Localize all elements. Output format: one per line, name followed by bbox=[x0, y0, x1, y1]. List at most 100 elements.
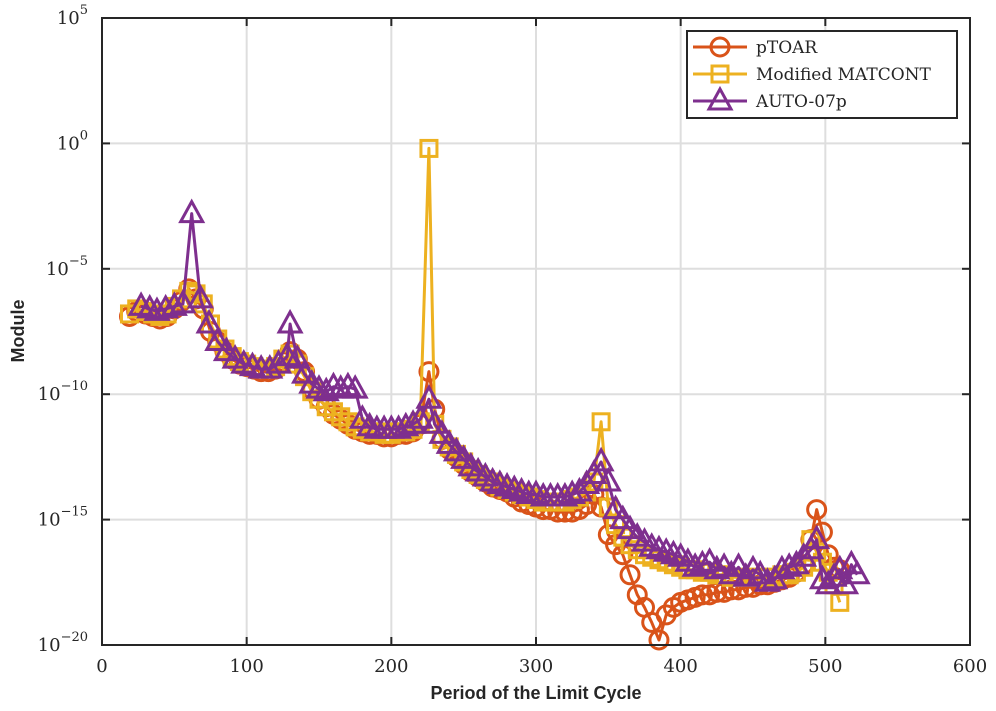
y-tick-label-base: 10 bbox=[57, 133, 80, 154]
y-tick-label-exponent: 0 bbox=[80, 128, 88, 143]
data-point-triangle bbox=[565, 476, 593, 502]
data-point-triangle bbox=[500, 474, 528, 500]
data-point-circle bbox=[619, 564, 641, 586]
series-2 bbox=[127, 198, 871, 595]
x-tick-label: 300 bbox=[519, 656, 553, 677]
data-point-triangle bbox=[587, 446, 615, 472]
y-tick-label-base: 10 bbox=[38, 635, 61, 656]
legend-label: pTOAR bbox=[756, 38, 818, 58]
data-point-circle bbox=[418, 361, 440, 383]
data-point-triangle bbox=[204, 326, 232, 352]
x-axis-label: Period of the Limit Cycle bbox=[430, 683, 641, 703]
y-tick-label-base: 10 bbox=[57, 8, 80, 29]
legend-marker bbox=[709, 36, 731, 58]
data-point-triangle bbox=[753, 567, 782, 592]
y-tick-label: 100 bbox=[57, 128, 88, 154]
data-point-triangle bbox=[732, 562, 760, 587]
ticks bbox=[101, 17, 971, 646]
y-tick-label: 10−15 bbox=[38, 505, 88, 531]
data-point-triangle bbox=[602, 494, 630, 520]
data-point-triangle bbox=[421, 409, 449, 434]
data-point-triangle bbox=[356, 411, 384, 437]
data-point-triangle bbox=[493, 471, 521, 497]
data-point-triangle bbox=[186, 283, 214, 309]
y-tick-label-exponent: 5 bbox=[80, 3, 88, 18]
data-point-circle bbox=[691, 584, 713, 606]
data-point-triangle bbox=[428, 419, 456, 444]
x-tick-label: 500 bbox=[808, 656, 842, 677]
grid bbox=[102, 18, 970, 645]
y-tick-label-base: 10 bbox=[38, 510, 61, 531]
data-point-triangle bbox=[717, 559, 745, 585]
data-point-triangle bbox=[638, 532, 666, 557]
data-point-triangle bbox=[169, 288, 197, 314]
x-tick-label: 100 bbox=[229, 656, 263, 677]
data-point-triangle bbox=[790, 542, 818, 567]
x-tick-label: 400 bbox=[663, 656, 697, 677]
data-point-triangle bbox=[305, 374, 333, 399]
data-point-triangle bbox=[724, 552, 753, 577]
data-point-triangle bbox=[803, 524, 831, 550]
data-point-triangle bbox=[256, 354, 284, 379]
data-point-triangle bbox=[645, 534, 673, 560]
data-point-circle bbox=[648, 629, 670, 651]
data-point-square bbox=[419, 138, 439, 158]
data-point-square bbox=[591, 412, 611, 432]
data-point-triangle bbox=[341, 374, 369, 399]
data-point-triangle bbox=[843, 559, 871, 585]
data-point-triangle bbox=[652, 537, 680, 562]
data-point-triangle bbox=[276, 308, 304, 334]
legend-marker bbox=[710, 64, 730, 84]
data-point-triangle bbox=[178, 198, 206, 224]
data-point-triangle bbox=[580, 459, 608, 484]
y-tick-label: 105 bbox=[57, 3, 88, 29]
data-point-triangle bbox=[415, 384, 443, 409]
data-point-triangle bbox=[703, 554, 731, 580]
data-point-triangle bbox=[609, 504, 637, 530]
data-point-triangle bbox=[826, 554, 854, 580]
data-point-triangle bbox=[522, 479, 550, 505]
data-point-triangle bbox=[688, 549, 716, 575]
data-point-square bbox=[830, 592, 850, 612]
legend: pTOAR Modified MATCONT AUTO-07p bbox=[686, 30, 958, 119]
data-point-triangle bbox=[406, 404, 434, 429]
y-tick-label: 10−10 bbox=[38, 379, 88, 405]
x-tick-label: 200 bbox=[374, 656, 408, 677]
data-point-triangle bbox=[195, 308, 223, 334]
data-point-triangle bbox=[319, 371, 348, 397]
y-tick-label-base: 10 bbox=[46, 259, 69, 280]
data-point-triangle bbox=[594, 466, 622, 492]
y-tick-label-exponent: −10 bbox=[61, 379, 88, 394]
data-point-triangle bbox=[659, 539, 687, 565]
y-tick-label-exponent: −5 bbox=[69, 254, 88, 269]
data-point-triangle bbox=[264, 348, 293, 374]
data-point-triangle bbox=[327, 374, 355, 399]
data-point-triangle bbox=[283, 343, 311, 369]
data-point-triangle bbox=[143, 296, 171, 321]
x-tick-label: 0 bbox=[96, 656, 107, 677]
data-point-triangle bbox=[486, 469, 514, 494]
legend-label: AUTO-07p bbox=[755, 92, 847, 112]
tick-labels: 0 100 200 300 400 500 60010510010−510−1010−151… bbox=[38, 3, 988, 677]
data-point-triangle bbox=[312, 376, 340, 402]
data-point-circle bbox=[806, 499, 828, 521]
x-tick-label: 600 bbox=[953, 656, 987, 677]
data-point-triangle bbox=[212, 336, 240, 362]
y-tick-label: 10−5 bbox=[46, 254, 88, 280]
series-layer bbox=[118, 138, 871, 651]
y-axis-label: Module bbox=[8, 300, 28, 363]
y-tick-label-exponent: −15 bbox=[61, 505, 88, 520]
data-point-triangle bbox=[152, 293, 180, 319]
data-point-triangle bbox=[399, 409, 427, 434]
y-tick-label: 10−20 bbox=[38, 630, 88, 656]
data-point-triangle bbox=[334, 371, 362, 397]
y-tick-label-base: 10 bbox=[38, 384, 61, 405]
data-point-triangle bbox=[290, 359, 319, 384]
legend-label: Modified MATCONT bbox=[756, 65, 932, 85]
data-point-triangle bbox=[136, 293, 164, 319]
data-point-triangle bbox=[507, 476, 536, 502]
data-point-triangle bbox=[479, 466, 507, 492]
data-point-triangle bbox=[160, 291, 188, 316]
legend-marker bbox=[706, 85, 734, 111]
